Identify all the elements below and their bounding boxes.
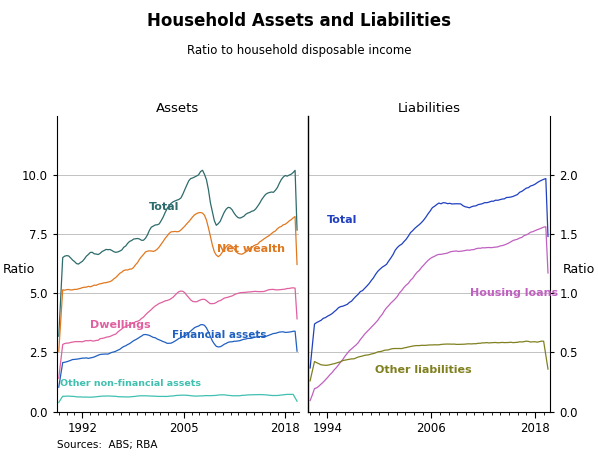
Text: Financial assets: Financial assets [172,330,267,340]
Text: Ratio: Ratio [563,263,595,276]
Text: Other liabilities: Other liabilities [375,365,472,374]
Text: Total: Total [327,214,357,225]
Text: Other non-financial assets: Other non-financial assets [60,379,202,387]
Text: Sources:  ABS; RBA: Sources: ABS; RBA [57,440,157,450]
Text: Housing loans: Housing loans [470,288,559,298]
Text: Household Assets and Liabilities: Household Assets and Liabilities [147,12,451,30]
Text: Net wealth: Net wealth [216,244,285,254]
Text: Assets: Assets [156,102,200,115]
Text: Liabilities: Liabilities [398,102,460,115]
Text: Ratio: Ratio [3,263,35,276]
Text: Total: Total [149,201,179,212]
Text: Dwellings: Dwellings [90,319,151,330]
Text: Ratio to household disposable income: Ratio to household disposable income [187,44,411,57]
